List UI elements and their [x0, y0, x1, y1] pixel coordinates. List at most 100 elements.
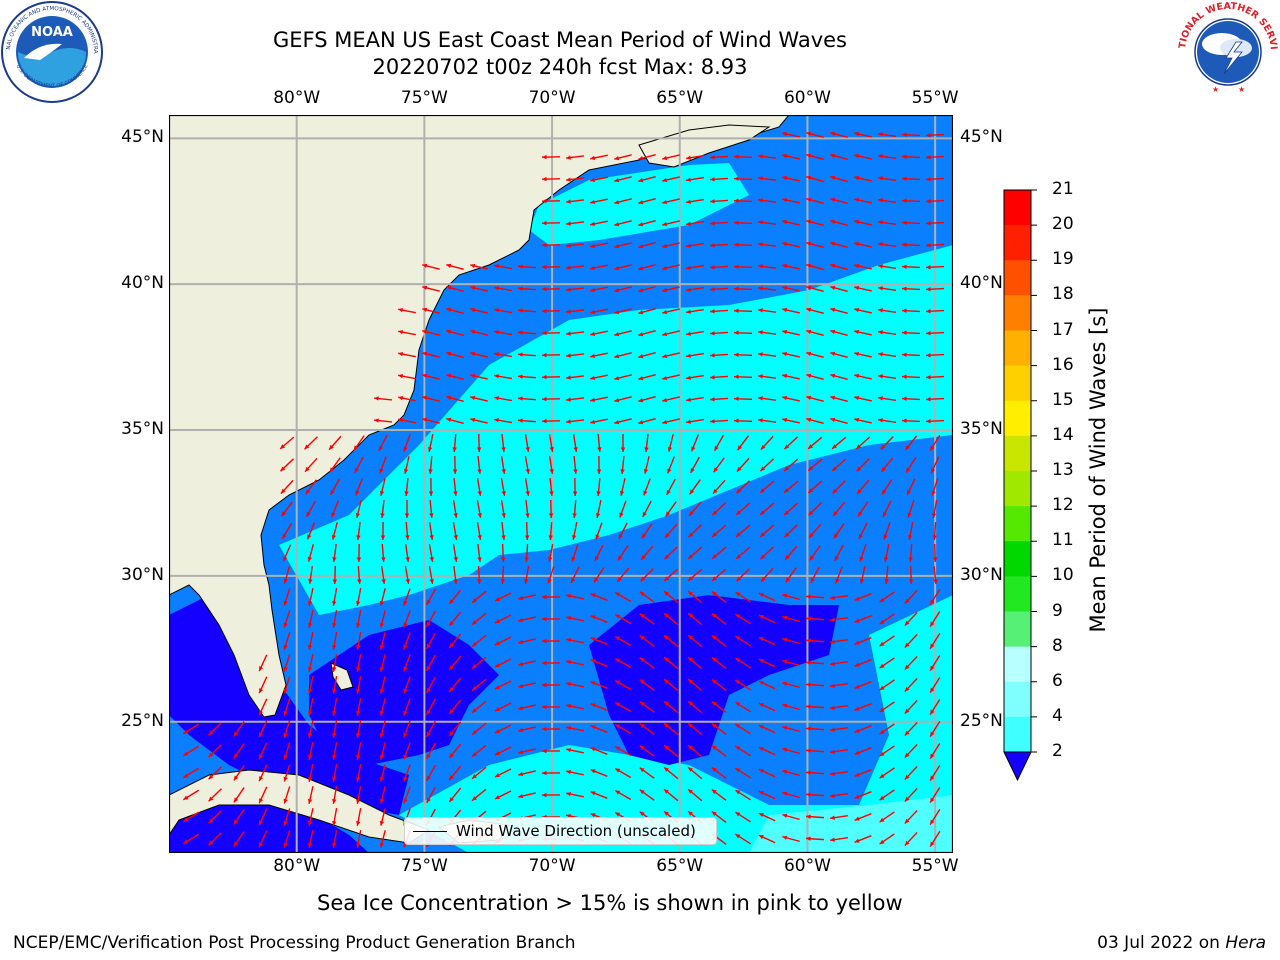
wave-arrow-head	[640, 576, 646, 582]
wave-arrow-head	[758, 286, 763, 291]
wave-arrow-head	[806, 417, 812, 422]
wave-arrow-head	[758, 791, 764, 796]
wave-arrow-head	[590, 353, 596, 359]
wave-arrow-head	[542, 704, 547, 710]
wave-arrow-head	[615, 592, 621, 597]
wave-arrow-head	[566, 199, 571, 204]
wave-arrow-head	[758, 264, 763, 269]
wave-arrow-head	[641, 555, 646, 560]
wave-arrow-head	[806, 307, 812, 312]
wave-arrow-head	[331, 534, 336, 540]
wave-arrow-head	[830, 219, 836, 224]
wave-arrow-head	[854, 684, 860, 689]
wave-arrow-head	[809, 555, 815, 561]
wave-arrow-head	[259, 710, 264, 716]
wave-arrow-head	[542, 330, 547, 336]
wave-arrow-head	[926, 177, 931, 182]
wave-arrow-head	[571, 534, 577, 540]
wave-arrow-head	[662, 155, 668, 161]
wave-arrow-head	[422, 373, 428, 379]
wave-arrow-head	[331, 512, 336, 518]
wave-arrow-head	[926, 287, 931, 292]
wave-arrow-head	[854, 618, 860, 623]
tick-bot-label: 80°W	[273, 856, 321, 876]
wave-arrow-head	[307, 820, 313, 826]
wave-arrow-head	[664, 591, 669, 596]
wave-arrow-head	[356, 557, 362, 562]
wave-arrow-head	[758, 813, 764, 818]
wave-arrow-head	[566, 155, 571, 160]
wave-arrow-head	[808, 510, 814, 516]
colorbar-tick-label: 17	[1052, 319, 1074, 340]
wave-arrow-head	[808, 488, 814, 493]
wave-arrow-head	[283, 600, 288, 606]
wave-arrow-head	[758, 330, 763, 335]
wave-arrow-head	[332, 645, 337, 650]
wave-arrow-head	[501, 513, 506, 518]
wave-arrow-head	[904, 598, 910, 604]
wave-arrow-head	[422, 285, 428, 291]
wave-arrow-head	[572, 491, 578, 496]
wave-arrow-head	[208, 730, 214, 736]
wave-arrow-head	[830, 639, 835, 644]
wave-arrow-head	[379, 842, 385, 848]
wave-arrow-head	[930, 709, 935, 715]
wave-arrow-head	[662, 353, 668, 359]
wave-arrow-head	[566, 637, 572, 643]
wave-arrow-head	[356, 821, 361, 826]
wave-arrow-head	[355, 512, 361, 518]
wave-arrow-head	[808, 466, 813, 471]
wave-arrow-head	[353, 445, 359, 451]
wave-arrow-head	[902, 330, 907, 335]
wave-arrow-head	[403, 622, 408, 628]
colorbar-segment	[1004, 471, 1031, 507]
wave-arrow-head	[930, 841, 935, 847]
wave-arrow-head	[926, 397, 931, 402]
wave-arrow-head	[472, 752, 477, 757]
wave-arrow-head	[688, 701, 693, 706]
wave-arrow-head	[449, 599, 454, 604]
wave-arrow-head	[806, 241, 812, 246]
wave-arrow-head	[590, 309, 596, 315]
wave-arrow-head	[714, 445, 719, 451]
wave-arrow-head	[665, 511, 671, 517]
wave-arrow-head	[806, 638, 811, 643]
wave-arrow-head	[907, 512, 912, 518]
wave-arrow-head	[711, 811, 717, 816]
wave-arrow-head	[688, 723, 693, 728]
wave-arrow-head	[806, 373, 812, 378]
wave-arrow-head	[590, 331, 596, 337]
wave-arrow-head	[904, 708, 910, 714]
wave-arrow-head	[784, 510, 790, 515]
wave-arrow-head	[590, 615, 596, 620]
wave-arrow-head	[449, 731, 454, 736]
wave-arrow-head	[596, 491, 601, 496]
wave-arrow-head	[306, 511, 311, 517]
colorbar-segment	[1004, 260, 1031, 296]
wave-arrow-head	[879, 707, 885, 713]
wave-arrow-head	[426, 753, 431, 759]
wave-arrow-head	[782, 417, 788, 423]
wave-arrow-head	[830, 417, 836, 422]
wave-arrow-head	[907, 534, 913, 540]
wave-arrow-head	[356, 689, 361, 694]
wave-arrow-head	[477, 513, 482, 518]
wave-arrow-head	[542, 374, 547, 380]
wave-arrow-head	[542, 264, 547, 270]
wave-arrow-head	[710, 243, 715, 248]
wave-arrow-head	[883, 556, 889, 562]
wave-arrow-head	[307, 600, 313, 606]
wave-arrow-head	[830, 815, 835, 820]
wave-arrow-head	[403, 468, 409, 474]
colorbar-tick-label: 4	[1052, 705, 1063, 726]
wave-arrow-head	[760, 510, 765, 515]
wave-arrow-head	[379, 688, 385, 694]
wave-arrow-head	[356, 645, 361, 650]
wave-arrow-head	[332, 733, 337, 738]
wave-arrow-head	[784, 532, 790, 538]
wave-arrow-head	[426, 643, 431, 649]
colorbar-tick-label: 6	[1052, 670, 1063, 691]
wave-arrow-head	[854, 816, 860, 821]
wave-arrow-head	[665, 532, 670, 538]
wave-arrow-head	[881, 467, 886, 472]
